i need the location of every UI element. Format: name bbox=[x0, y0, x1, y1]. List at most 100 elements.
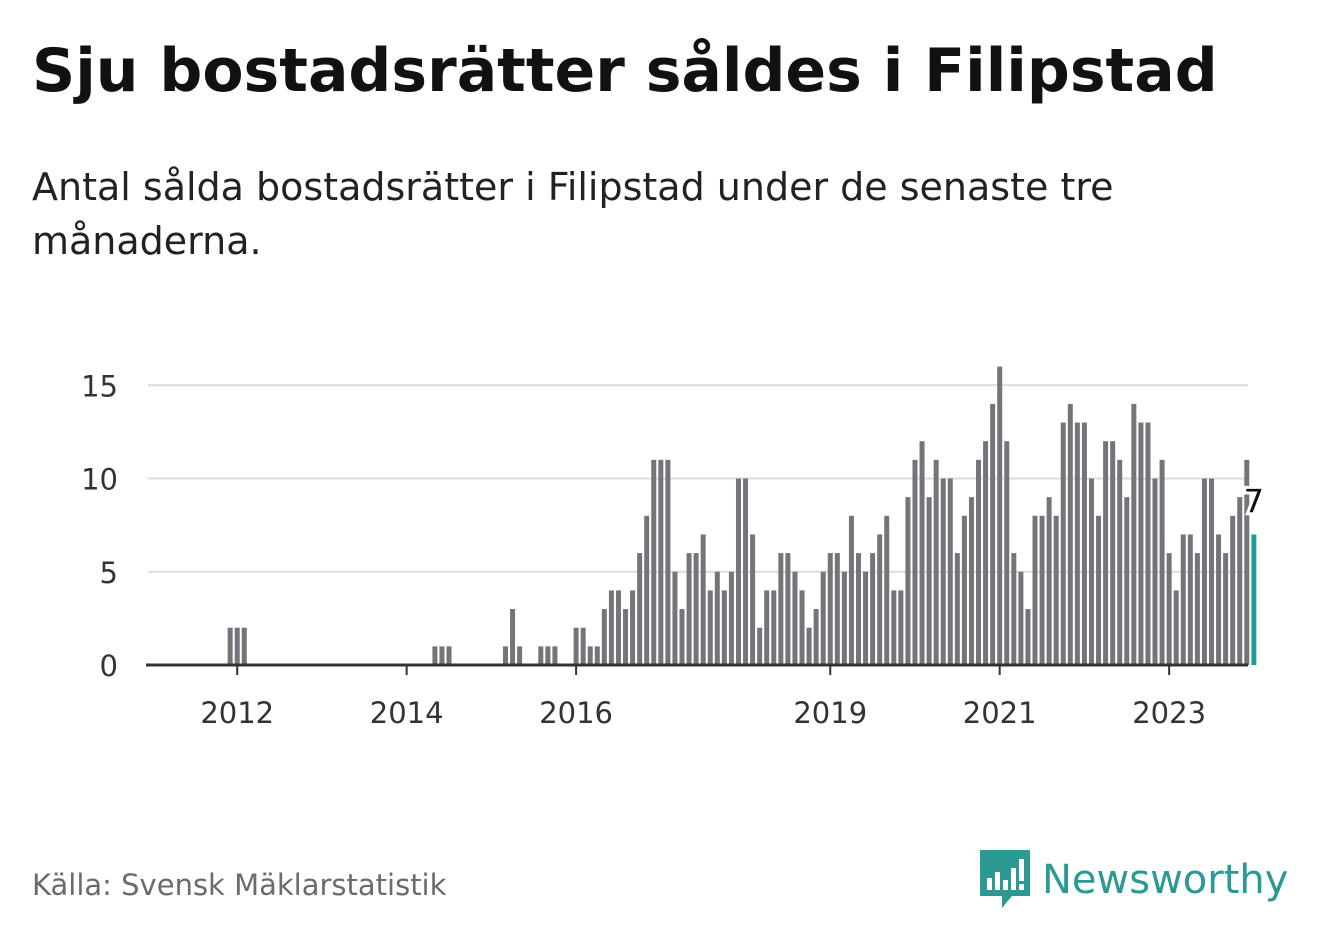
bar bbox=[954, 553, 960, 665]
bar bbox=[1110, 441, 1116, 665]
bar bbox=[1011, 553, 1017, 665]
bar bbox=[870, 553, 876, 665]
bar bbox=[771, 590, 777, 665]
bar bbox=[1209, 478, 1214, 665]
bar bbox=[940, 478, 946, 665]
bar bbox=[1244, 459, 1250, 665]
bar bbox=[827, 553, 833, 665]
bar bbox=[912, 459, 918, 665]
bar bbox=[834, 553, 840, 665]
bar bbox=[1138, 422, 1144, 665]
bar bbox=[644, 515, 650, 665]
bar bbox=[1096, 515, 1102, 665]
y-tick-label: 10 bbox=[81, 463, 118, 497]
bar bbox=[764, 590, 770, 665]
bar bbox=[778, 553, 784, 665]
bar bbox=[806, 627, 812, 665]
y-tick-label: 5 bbox=[100, 556, 118, 590]
bar bbox=[877, 534, 883, 665]
x-axis-ticks: 2012 2014 2016 2019 2021 2023 bbox=[200, 665, 1206, 730]
bar bbox=[1201, 478, 1207, 665]
bar bbox=[552, 646, 558, 665]
bar bbox=[919, 441, 925, 665]
bar bbox=[234, 627, 240, 665]
bar bbox=[841, 571, 847, 665]
bar bbox=[1018, 571, 1024, 665]
bar bbox=[898, 590, 904, 665]
bar bbox=[630, 590, 636, 665]
bar bbox=[792, 571, 798, 665]
bar bbox=[594, 646, 600, 665]
bar bbox=[743, 478, 749, 665]
bar bbox=[1187, 534, 1193, 665]
bar bbox=[1067, 403, 1073, 665]
bar bbox=[1180, 534, 1186, 665]
bar bbox=[926, 497, 932, 665]
bar bbox=[608, 590, 614, 665]
bar bbox=[517, 646, 523, 665]
bar bbox=[820, 571, 826, 665]
bar bbox=[728, 571, 734, 665]
bar bbox=[1088, 478, 1094, 665]
bar-chart: 0 5 10 15 2012 2014 2016 2019 2021 2023 7 bbox=[81, 366, 1265, 730]
bar bbox=[679, 609, 685, 665]
bar bbox=[1152, 478, 1158, 665]
bar bbox=[439, 646, 445, 665]
bar bbox=[1117, 459, 1123, 665]
bar bbox=[1145, 422, 1151, 665]
bar bbox=[241, 627, 247, 665]
bar bbox=[1173, 590, 1179, 665]
bar bbox=[1053, 515, 1059, 665]
source-note: Källa: Svensk Mäklarstatistik bbox=[32, 868, 447, 902]
bar bbox=[580, 627, 586, 665]
bar bbox=[757, 627, 763, 665]
bar bbox=[665, 459, 671, 665]
bar bbox=[573, 627, 579, 665]
bar bbox=[615, 590, 621, 665]
chart-title: Sju bostadsrätter såldes i Filipstad bbox=[32, 36, 1218, 106]
x-tick-label: 2019 bbox=[793, 696, 867, 730]
bar bbox=[1230, 515, 1236, 665]
bar bbox=[1004, 441, 1010, 665]
bar bbox=[707, 590, 713, 665]
bar bbox=[884, 515, 890, 665]
bar bbox=[863, 571, 869, 665]
bar bbox=[432, 646, 438, 665]
bar bbox=[1216, 534, 1222, 665]
x-tick-label: 2012 bbox=[200, 696, 274, 730]
newsworthy-logo-icon bbox=[980, 850, 1030, 908]
bar bbox=[983, 441, 989, 665]
bar bbox=[446, 646, 452, 665]
bar bbox=[750, 534, 756, 665]
bar bbox=[1194, 553, 1200, 665]
bar bbox=[658, 459, 664, 665]
bar bbox=[1166, 553, 1172, 665]
bar bbox=[848, 515, 854, 665]
bar bbox=[1025, 609, 1031, 665]
y-tick-label: 0 bbox=[100, 649, 118, 683]
chart-subtitle: Antal sålda bostadsrätter i Filipstad un… bbox=[32, 165, 1114, 263]
bar bbox=[933, 459, 939, 665]
bar bbox=[1039, 515, 1045, 665]
highlight-bar bbox=[1251, 534, 1257, 665]
bar bbox=[601, 609, 607, 665]
x-tick-label: 2016 bbox=[539, 696, 613, 730]
bar bbox=[976, 459, 982, 665]
bar bbox=[813, 609, 819, 665]
bar bbox=[947, 478, 953, 665]
bar bbox=[1060, 422, 1066, 665]
bar bbox=[990, 403, 996, 665]
bar bbox=[1032, 515, 1038, 665]
brand-name: Newsworthy bbox=[1042, 857, 1289, 903]
bar bbox=[227, 627, 233, 665]
bar bbox=[1103, 441, 1109, 665]
bar bbox=[672, 571, 678, 665]
bar bbox=[968, 497, 974, 665]
bar bbox=[905, 497, 911, 665]
bar bbox=[735, 478, 741, 665]
bar bbox=[651, 459, 657, 665]
bar bbox=[891, 590, 897, 665]
bar bbox=[623, 609, 629, 665]
bar bbox=[1223, 553, 1229, 665]
y-tick-label: 15 bbox=[81, 369, 118, 403]
